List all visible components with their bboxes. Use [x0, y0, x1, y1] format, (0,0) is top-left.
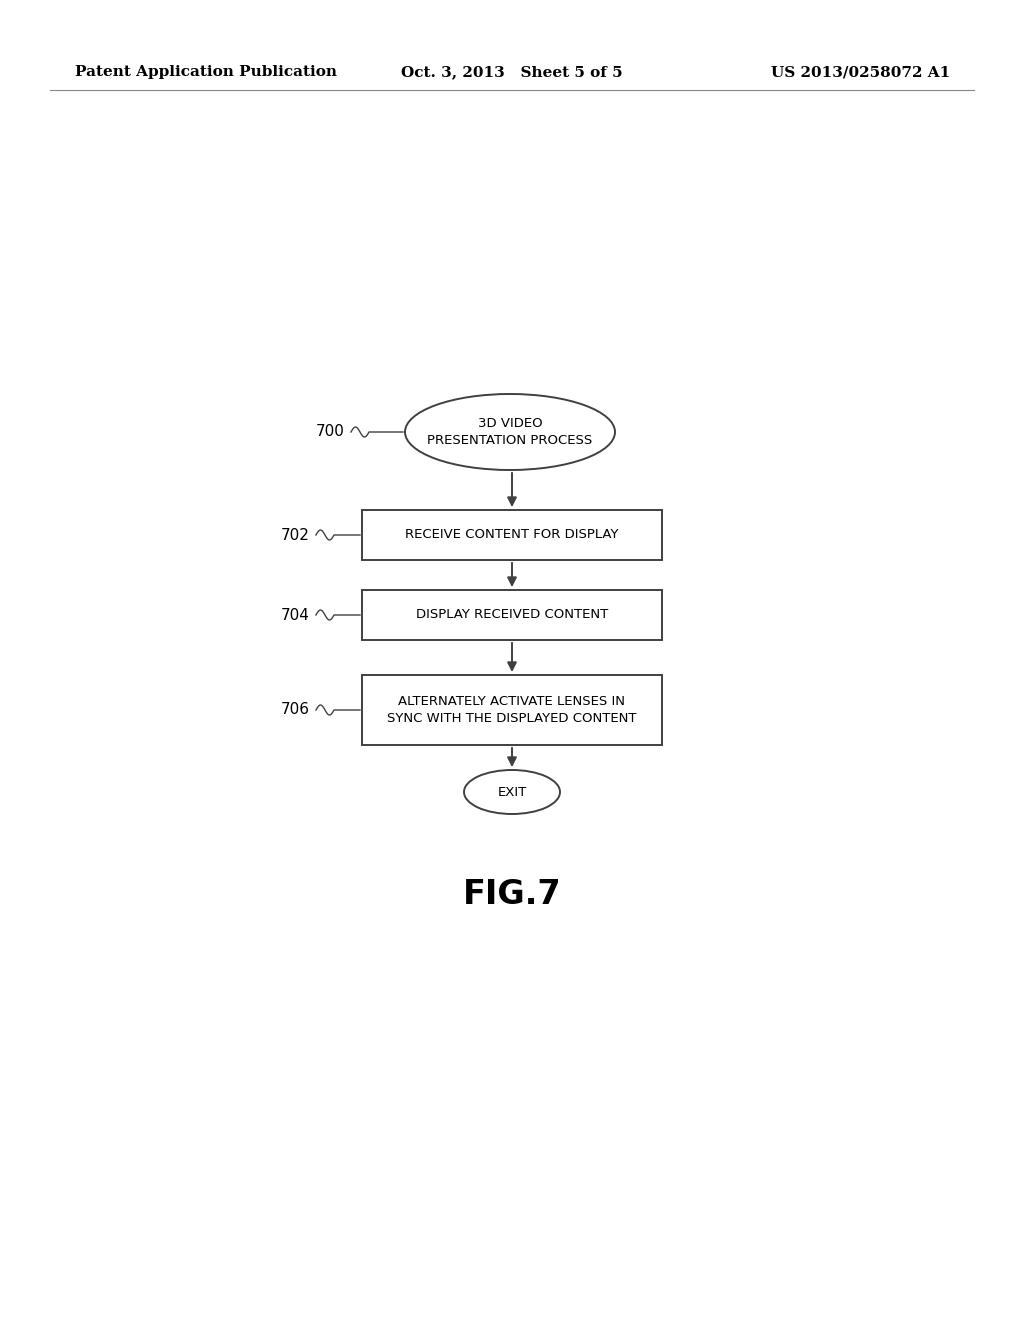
Text: 700: 700 — [316, 425, 345, 440]
Bar — [362, 590, 662, 640]
Text: FIG.7: FIG.7 — [463, 879, 561, 912]
Text: DISPLAY RECEIVED CONTENT: DISPLAY RECEIVED CONTENT — [416, 609, 608, 622]
Text: Patent Application Publication: Patent Application Publication — [75, 65, 337, 79]
Bar — [362, 510, 662, 560]
Text: RECEIVE CONTENT FOR DISPLAY: RECEIVE CONTENT FOR DISPLAY — [406, 528, 618, 541]
Text: ALTERNATELY ACTIVATE LENSES IN
SYNC WITH THE DISPLAYED CONTENT: ALTERNATELY ACTIVATE LENSES IN SYNC WITH… — [387, 696, 637, 725]
Text: Oct. 3, 2013   Sheet 5 of 5: Oct. 3, 2013 Sheet 5 of 5 — [401, 65, 623, 79]
Ellipse shape — [406, 393, 615, 470]
Text: 702: 702 — [282, 528, 310, 543]
Text: EXIT: EXIT — [498, 785, 526, 799]
Bar — [362, 675, 662, 744]
Ellipse shape — [464, 770, 560, 814]
Text: US 2013/0258072 A1: US 2013/0258072 A1 — [771, 65, 950, 79]
Text: 704: 704 — [282, 607, 310, 623]
Text: 706: 706 — [281, 702, 310, 718]
Text: 3D VIDEO
PRESENTATION PROCESS: 3D VIDEO PRESENTATION PROCESS — [427, 417, 593, 447]
